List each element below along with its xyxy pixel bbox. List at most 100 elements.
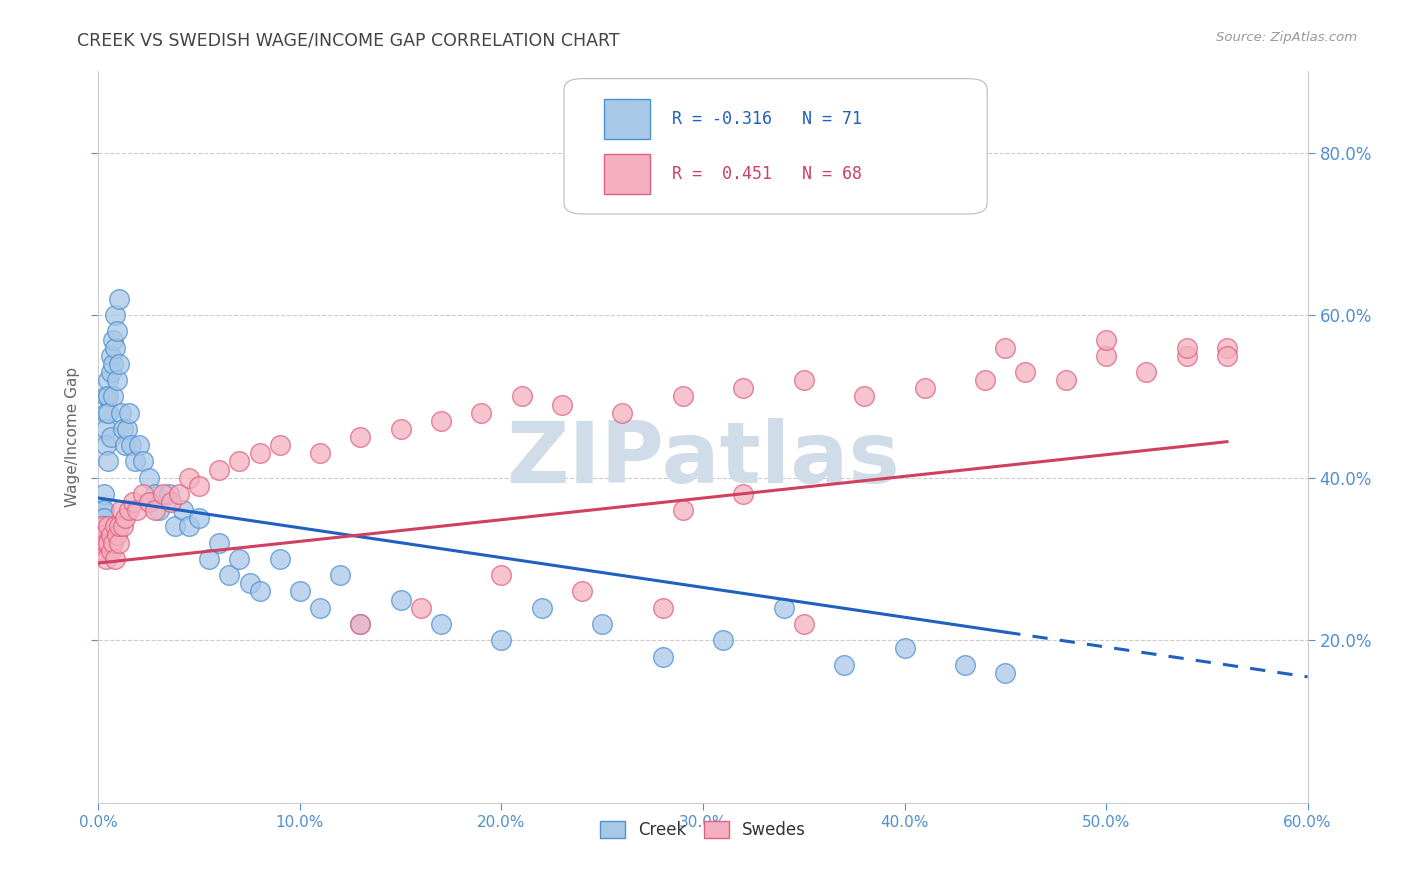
Point bbox=[249, 584, 271, 599]
Point bbox=[97, 454, 120, 468]
Point bbox=[143, 503, 166, 517]
Point bbox=[612, 406, 634, 420]
Point bbox=[208, 535, 231, 549]
Point bbox=[309, 600, 332, 615]
Point bbox=[110, 406, 132, 420]
Point bbox=[107, 535, 129, 549]
Point bbox=[994, 341, 1017, 355]
Point bbox=[1216, 349, 1239, 363]
FancyBboxPatch shape bbox=[564, 78, 987, 214]
Point bbox=[349, 617, 371, 632]
Point bbox=[733, 487, 755, 501]
Point bbox=[96, 389, 118, 403]
Point bbox=[120, 438, 142, 452]
Point bbox=[111, 422, 134, 436]
Point bbox=[551, 398, 574, 412]
Point bbox=[105, 373, 128, 387]
Point bbox=[1175, 341, 1198, 355]
Point bbox=[953, 657, 976, 672]
Point bbox=[853, 389, 876, 403]
Point bbox=[132, 454, 155, 468]
Point bbox=[994, 665, 1017, 680]
Point bbox=[329, 568, 352, 582]
Point bbox=[157, 487, 180, 501]
Point bbox=[132, 487, 155, 501]
Point bbox=[1175, 349, 1198, 363]
Point bbox=[103, 308, 125, 322]
Point bbox=[101, 389, 124, 403]
Point bbox=[914, 381, 936, 395]
Point bbox=[91, 535, 114, 549]
Point bbox=[100, 349, 122, 363]
Point bbox=[100, 365, 122, 379]
Y-axis label: Wage/Income Gap: Wage/Income Gap bbox=[65, 367, 80, 508]
Point bbox=[125, 503, 148, 517]
Point bbox=[228, 454, 250, 468]
Point bbox=[218, 568, 240, 582]
Point bbox=[105, 325, 128, 339]
Point bbox=[651, 649, 673, 664]
Point bbox=[89, 544, 111, 558]
Point bbox=[91, 503, 114, 517]
Point bbox=[115, 422, 138, 436]
Point bbox=[349, 430, 371, 444]
Point bbox=[118, 503, 141, 517]
Point bbox=[91, 511, 114, 525]
Point bbox=[89, 535, 111, 549]
Point bbox=[101, 535, 124, 549]
Bar bbox=[603, 154, 650, 194]
Point bbox=[89, 511, 111, 525]
Point bbox=[148, 503, 170, 517]
Point bbox=[269, 438, 291, 452]
Point bbox=[389, 422, 412, 436]
Point bbox=[96, 535, 118, 549]
Point bbox=[100, 430, 122, 444]
Point bbox=[128, 438, 150, 452]
Point bbox=[711, 633, 734, 648]
Point bbox=[1135, 365, 1157, 379]
Point bbox=[105, 527, 128, 541]
Point bbox=[832, 657, 855, 672]
Point bbox=[672, 503, 695, 517]
Point bbox=[93, 503, 115, 517]
Point bbox=[96, 552, 118, 566]
Point bbox=[179, 471, 201, 485]
Point bbox=[93, 527, 115, 541]
Point bbox=[269, 552, 291, 566]
Point bbox=[470, 406, 492, 420]
Point bbox=[772, 600, 794, 615]
Point bbox=[1054, 373, 1077, 387]
Point bbox=[198, 552, 221, 566]
Point bbox=[89, 519, 111, 533]
Point bbox=[114, 438, 136, 452]
Point bbox=[349, 617, 371, 632]
Point bbox=[288, 584, 311, 599]
Point bbox=[91, 519, 114, 533]
Point bbox=[309, 446, 332, 460]
Point bbox=[1095, 333, 1118, 347]
Point bbox=[100, 527, 122, 541]
Point bbox=[591, 617, 613, 632]
Point bbox=[89, 527, 111, 541]
Point bbox=[101, 333, 124, 347]
Point bbox=[96, 438, 118, 452]
Point bbox=[389, 592, 412, 607]
Point bbox=[188, 511, 211, 525]
Text: R = -0.316   N = 71: R = -0.316 N = 71 bbox=[672, 111, 862, 128]
Point bbox=[138, 471, 160, 485]
Point bbox=[101, 357, 124, 371]
Text: Source: ZipAtlas.com: Source: ZipAtlas.com bbox=[1216, 31, 1357, 45]
Point bbox=[974, 373, 997, 387]
Point bbox=[97, 535, 120, 549]
Point bbox=[103, 519, 125, 533]
Point bbox=[111, 519, 134, 533]
Point bbox=[121, 495, 143, 509]
Point bbox=[163, 519, 186, 533]
Point bbox=[793, 373, 815, 387]
Point bbox=[114, 511, 136, 525]
Point bbox=[733, 381, 755, 395]
Point bbox=[1216, 341, 1239, 355]
Point bbox=[167, 487, 190, 501]
Point bbox=[110, 503, 132, 517]
Point bbox=[97, 406, 120, 420]
